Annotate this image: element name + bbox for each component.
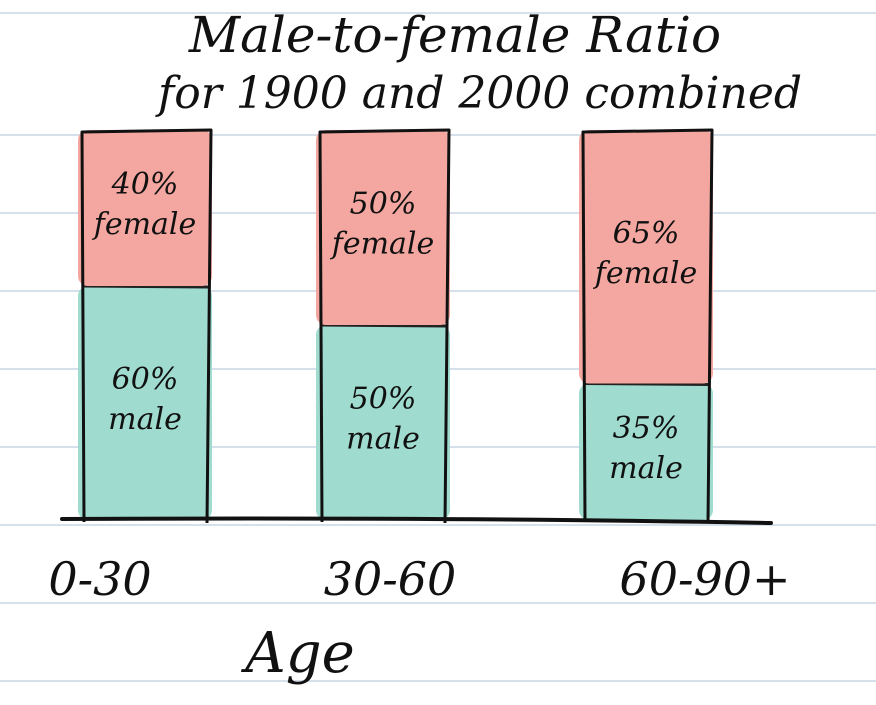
bar-segment-male-1 <box>78 286 212 520</box>
chart-subtitle: for 1900 and 2000 combined <box>155 68 802 119</box>
x-axis-line <box>60 516 773 525</box>
x-axis-label: Age <box>240 621 354 686</box>
bar-segment-female-3 <box>579 130 713 384</box>
x-tick-labels: 0-30 30-60 60-90+ <box>48 552 790 606</box>
segment-label-male-1: 60% male <box>108 362 182 437</box>
bar-divider-3 <box>582 382 710 386</box>
x-tick-label-2: 30-60 <box>324 552 457 606</box>
bar-divider-2 <box>319 323 447 328</box>
segment-labels: 60% male 40% female 50% male 50% female 35% male 6… <box>92 167 698 486</box>
bar-segment-female-2 <box>316 130 450 325</box>
bar-outline-3 <box>581 128 714 524</box>
segment-label-female-3: 65% female <box>593 216 698 291</box>
bar-segment-male-2 <box>316 325 450 520</box>
segment-label-male-3: 35% male <box>609 411 683 486</box>
bar-segment-female-1 <box>78 130 212 286</box>
bar-divider-1 <box>81 284 209 289</box>
segment-label-female-1: 40% female <box>92 167 197 242</box>
x-tick-label-3: 60-90+ <box>619 552 790 606</box>
bars-group <box>78 128 714 524</box>
bar-outline-1 <box>80 128 213 524</box>
segment-label-female-2: 50% female <box>330 187 435 262</box>
chart-title: Male-to-female Ratio <box>188 6 721 64</box>
bar-outline-2 <box>318 128 451 524</box>
segment-label-male-2: 50% male <box>346 382 420 457</box>
x-tick-label-1: 0-30 <box>48 552 151 606</box>
bar-segment-male-3 <box>579 383 713 520</box>
